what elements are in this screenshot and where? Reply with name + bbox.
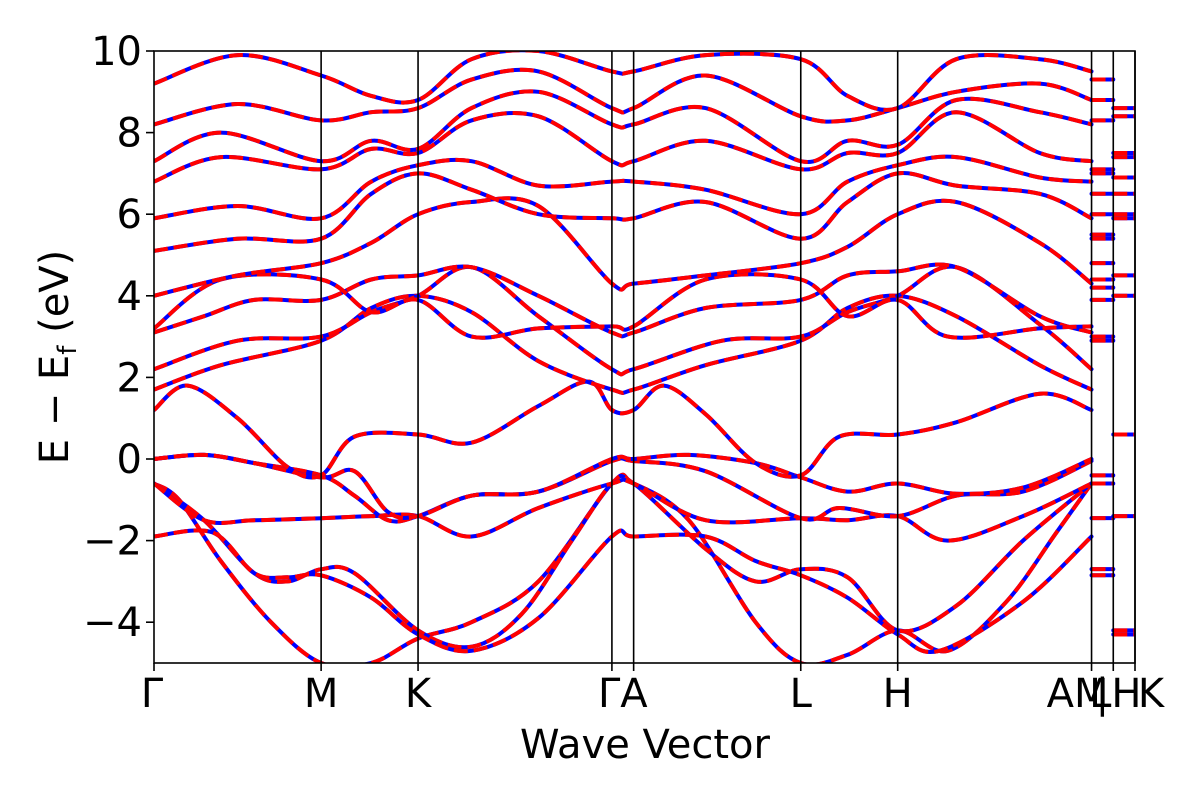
y-axis-ticks: −4 −2 0 2 4 6 8 10 (83, 29, 154, 646)
x-tick-label-2: K (405, 671, 433, 717)
y-tick-label-3: 2 (117, 355, 142, 401)
x-tick-label-7: | (1096, 671, 1109, 717)
y-axis-title: E − Ef (eV) (32, 250, 83, 465)
band-line-4-dashed (154, 452, 1093, 524)
band-line-5-solid (154, 452, 1094, 520)
band-line-6-dashed (154, 379, 1093, 480)
x-tick-label-0: Γ (141, 671, 164, 717)
high-symmetry-dividers (320, 51, 1136, 663)
band-line-11-dashed (154, 196, 1093, 298)
band-line-1-dashed (154, 473, 1093, 650)
x-axis-title: Wave Vector (520, 722, 771, 768)
band-line-2-dashed (154, 528, 1093, 655)
x-tick-label-5: H (883, 671, 913, 717)
band-line-8-dashed (154, 264, 1093, 377)
x-axis-ticks: Γ M K ΓA L H AM|LHK (141, 663, 1166, 717)
y-axis-title-subscript: f (53, 345, 83, 355)
band-line-1-solid (154, 473, 1094, 650)
y-tick-label-7: 10 (91, 29, 142, 75)
band-line-7-solid (154, 293, 1094, 395)
y-axis-title-main: E − E (32, 355, 78, 465)
band-line-11-solid (154, 196, 1094, 298)
band-line-0-solid (154, 472, 1094, 663)
y-axis-title-units: (eV) (32, 250, 78, 346)
band-line-16-dashed (154, 67, 1093, 127)
x-tick-label-4: L (790, 671, 813, 717)
x-tick-label-6: AM (1047, 671, 1109, 717)
x-tick-label-8: LH (1089, 671, 1141, 717)
band-line-14-solid (154, 110, 1094, 184)
band-line-2-solid (154, 528, 1094, 655)
band-line-17-dashed (154, 51, 1092, 112)
x-tick-label-9: K (1138, 671, 1166, 717)
band-line-5-dashed (154, 452, 1093, 520)
y-tick-label-1: −2 (83, 519, 142, 565)
y-tick-label-2: 0 (117, 437, 142, 483)
y-tick-label-6: 8 (117, 111, 142, 157)
band-line-8-solid (154, 264, 1094, 377)
plot-frame (153, 50, 1136, 664)
band-line-7-dashed (154, 293, 1093, 395)
y-tick-label-4: 4 (117, 274, 142, 320)
y-tick-label-0: −4 (83, 600, 142, 646)
band-line-10-dashed (154, 272, 1092, 340)
x-tick-label-3: ΓA (598, 671, 648, 717)
band-line-3-dashed (154, 477, 1093, 543)
band-line-12-dashed (154, 171, 1093, 253)
band-lines (154, 51, 1135, 663)
band-line-15-dashed (154, 89, 1092, 164)
band-line-4-solid (154, 452, 1094, 524)
band-line-13-dashed (154, 154, 1092, 221)
y-tick-label-5: 6 (117, 192, 142, 238)
band-line-14-dashed (154, 110, 1092, 184)
band-line-0-dashed (154, 472, 1094, 663)
band-line-6-solid (154, 379, 1094, 480)
x-tick-label-1: M (304, 671, 339, 717)
